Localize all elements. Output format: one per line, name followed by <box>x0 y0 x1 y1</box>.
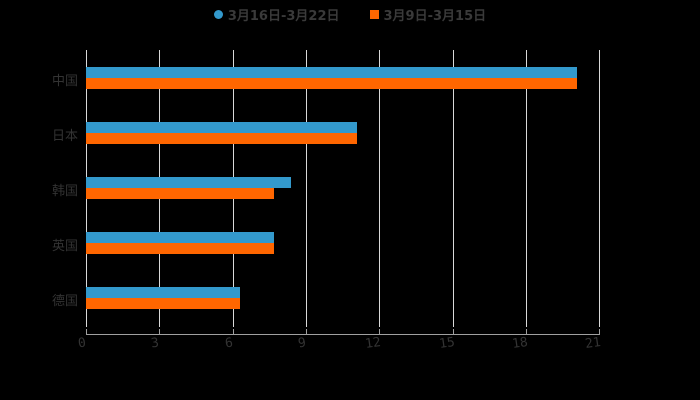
chart-legend: 3月16日-3月22日 3月9日-3月15日 <box>0 4 700 24</box>
x-tick <box>599 329 600 335</box>
bar-series1[interactable] <box>86 122 357 133</box>
bar-series2[interactable] <box>86 78 577 89</box>
gridline <box>526 50 527 327</box>
bar-series1[interactable] <box>86 67 577 78</box>
legend-item-series1[interactable]: 3月16日-3月22日 <box>213 5 340 24</box>
x-tick <box>86 329 87 335</box>
bar-series1[interactable] <box>86 287 240 298</box>
x-tick-label: 21 <box>584 334 602 353</box>
x-tick <box>379 329 380 335</box>
x-tick-label: 6 <box>224 335 234 352</box>
x-tick-label: 0 <box>77 335 87 352</box>
y-category-label: 德国 <box>51 294 78 309</box>
y-category-label: 中国 <box>51 74 78 89</box>
x-tick-label: 9 <box>297 335 307 352</box>
x-tick <box>233 329 234 335</box>
bar-series2[interactable] <box>86 298 240 309</box>
x-tick-label: 15 <box>438 334 456 353</box>
gridline <box>599 50 600 327</box>
x-tick <box>159 329 160 335</box>
y-category-label: 英国 <box>51 239 78 254</box>
legend-item-series2[interactable]: 3月9日-3月15日 <box>369 5 487 24</box>
bar-series2[interactable] <box>86 133 357 144</box>
circle-marker-icon <box>213 9 223 19</box>
y-category-label: 韩国 <box>51 184 78 199</box>
bar-series1[interactable] <box>86 177 291 188</box>
square-marker-icon <box>369 9 379 19</box>
gridline <box>379 50 380 327</box>
x-tick-label: 18 <box>511 334 529 353</box>
legend-label-series2: 3月9日-3月15日 <box>383 8 487 24</box>
x-tick <box>526 329 527 335</box>
x-tick-label: 3 <box>150 335 160 352</box>
y-category-label: 日本 <box>51 129 78 144</box>
x-axis-line <box>86 334 600 335</box>
x-tick <box>453 329 454 335</box>
gridline <box>306 50 307 327</box>
bar-series2[interactable] <box>86 188 274 199</box>
bar-series2[interactable] <box>86 243 274 254</box>
x-tick-label: 12 <box>364 334 382 353</box>
x-tick <box>306 329 307 335</box>
legend-label-series1: 3月16日-3月22日 <box>227 8 340 24</box>
gridline <box>453 50 454 327</box>
bar-series1[interactable] <box>86 232 274 243</box>
